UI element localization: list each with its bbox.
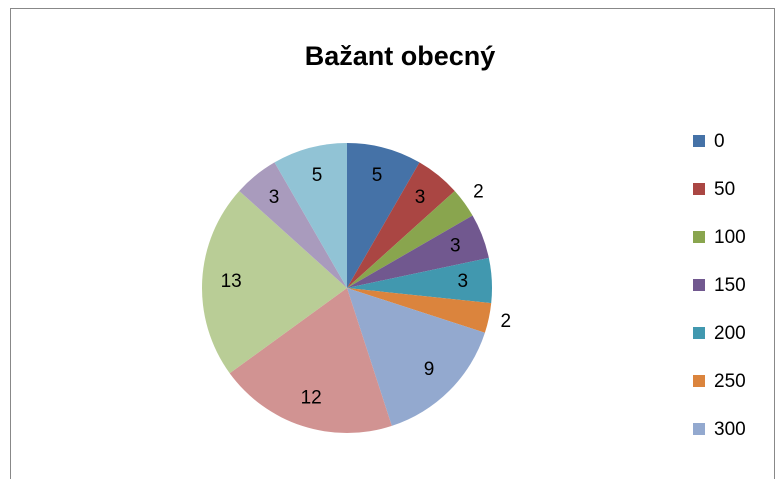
data-label: 13 [221,271,242,292]
pie-slice [347,143,420,288]
legend-swatch [693,135,705,147]
pie-slice [347,288,492,333]
pie-slice [347,162,455,288]
chart-title: Bažant obecný [305,41,496,71]
data-label: 3 [415,187,426,208]
legend-label: 200 [714,323,746,344]
legend-swatch [693,375,705,387]
data-label: 12 [301,387,322,408]
legend-label: 100 [714,227,746,248]
legend-label: 150 [714,275,746,296]
legend-label: 250 [714,371,746,392]
legend-label: 0 [714,131,725,152]
legend-label: 300 [714,419,746,440]
pie-slice [202,190,347,374]
data-label: 2 [501,311,512,332]
pie-slice [347,257,492,304]
legend-swatch [693,327,705,339]
pie-slice [347,288,485,426]
pie-slice [239,162,347,288]
legend-swatch [693,423,705,435]
legend-swatch [693,183,705,195]
pie-slice [347,190,473,288]
data-label: 2 [473,182,484,203]
pie-slice [347,215,489,288]
data-label: 9 [424,359,435,380]
data-label: 5 [312,165,323,186]
data-label: 3 [458,271,469,292]
legend-swatch [693,279,705,291]
legend-label: 50 [714,179,735,200]
data-label: 3 [450,235,461,256]
data-label: 5 [372,165,383,186]
data-label: 3 [269,187,280,208]
pie-slice [229,288,392,433]
legend-swatch [693,231,705,243]
pie-slice [274,143,347,288]
